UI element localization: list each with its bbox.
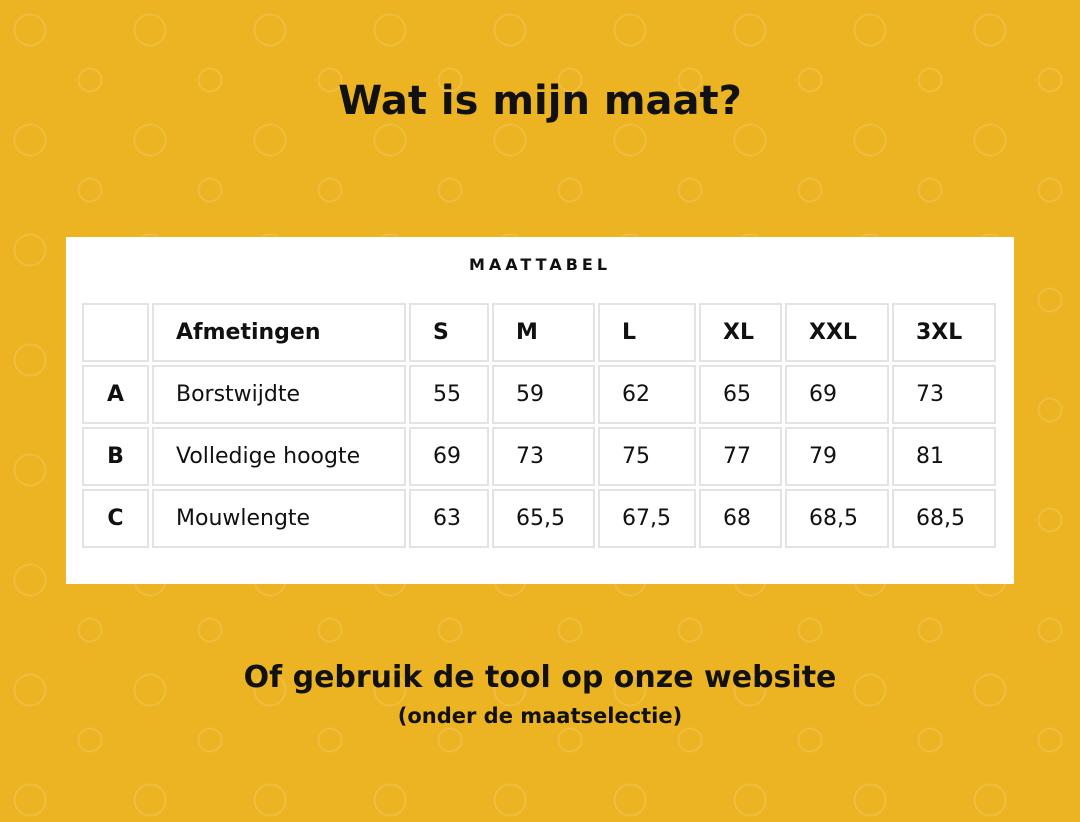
table-cell: 81 [892,427,996,486]
header-cell: L [598,303,696,362]
table-cell: Mouwlengte [152,489,406,548]
table-cell: 69 [785,365,889,424]
table-cell: 75 [598,427,696,486]
table-cell: B [82,427,149,486]
table-cell: 55 [409,365,489,424]
table-cell: 67,5 [598,489,696,548]
table-cell: 68,5 [785,489,889,548]
table-cell: 73 [492,427,595,486]
header-cell: M [492,303,595,362]
size-selection-note: (onder de maatselectie) [397,704,683,728]
table-cell: Volledige hoogte [152,427,406,486]
table-cell: A [82,365,149,424]
table-cell: Borstwijdte [152,365,406,424]
table-row: B Volledige hoogte 69 73 75 77 79 81 [82,427,996,486]
table-row: A Borstwijdte 55 59 62 65 69 73 [82,365,996,424]
header-cell: 3XL [892,303,996,362]
header-cell [82,303,149,362]
table-cell: 79 [785,427,889,486]
header-cell: Afmetingen [152,303,406,362]
size-chart-card: MAATTABEL Afmetingen S M L XL XXL 3XL A Borstwij… [66,237,1014,584]
header-cell: S [409,303,489,362]
table-cell: 69 [409,427,489,486]
header-cell: XXL [785,303,889,362]
page-title: Wat is mijn maat? [338,78,742,124]
size-chart-title: MAATTABEL [468,255,612,274]
table-cell: 63 [409,489,489,548]
table-cell: 65 [699,365,782,424]
website-tool-text: Of gebruik de tool op onze website [243,660,837,695]
table-cell: 73 [892,365,996,424]
table-cell: 68,5 [892,489,996,548]
size-table: Afmetingen S M L XL XXL 3XL A Borstwijdte 55 59 62 6… [79,300,999,551]
table-cell: 68 [699,489,782,548]
table-cell: 62 [598,365,696,424]
table-cell: 77 [699,427,782,486]
table-row: C Mouwlengte 63 65,5 67,5 68 68,5 68,5 [82,489,996,548]
table-header-row: Afmetingen S M L XL XXL 3XL [82,303,996,362]
table-cell: C [82,489,149,548]
header-cell: XL [699,303,782,362]
table-cell: 59 [492,365,595,424]
table-cell: 65,5 [492,489,595,548]
